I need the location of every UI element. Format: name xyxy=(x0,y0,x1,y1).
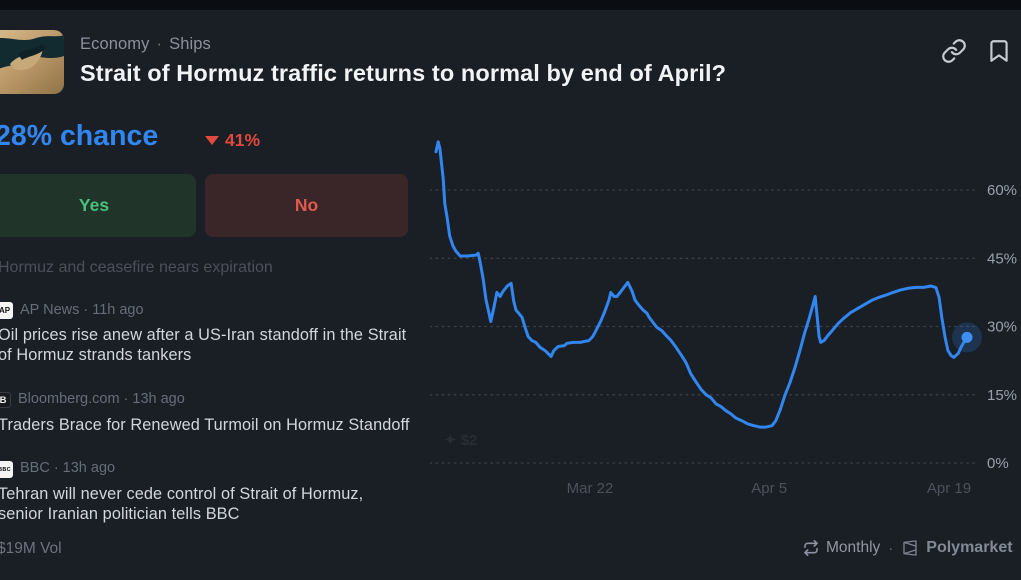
news-headline[interactable]: Oil prices rise anew after a US-Iran sta… xyxy=(0,326,407,364)
ap-news-logo: AP xyxy=(0,302,13,319)
svg-text:Apr 5: Apr 5 xyxy=(751,480,787,497)
breadcrumb-economy[interactable]: Economy xyxy=(80,35,150,53)
svg-text:45%: 45% xyxy=(987,250,1017,267)
meta-separator: · xyxy=(53,460,59,476)
news-time: 13h ago xyxy=(132,391,185,407)
top-edge-strip xyxy=(0,0,1021,10)
news-source: AP News xyxy=(20,302,80,318)
probability-chart: 60% 45% 30% 15% 0% Mar 22 Apr 5 Apr 19 ✦ $2 xyxy=(430,130,1021,510)
news-meta: Bloomberg.com · 13h ago xyxy=(18,391,185,407)
svg-text:Apr 19: Apr 19 xyxy=(927,480,971,497)
brand-name: Polymarket xyxy=(926,539,1013,556)
bloomberg-logo: B xyxy=(0,392,11,408)
svg-text:✦ $2: ✦ $2 xyxy=(444,432,477,449)
timeframe-label: Monthly xyxy=(826,539,881,556)
news-meta: BBC · 13h ago xyxy=(20,460,115,476)
chance-value: 28% chance xyxy=(0,120,159,152)
change-value: 41% xyxy=(225,130,261,150)
news-headline[interactable]: Tehran will never cede control of Strait… xyxy=(0,485,364,523)
breadcrumb: Economy · Ships xyxy=(80,35,211,54)
meta-separator: · xyxy=(123,391,129,407)
svg-text:30%: 30% xyxy=(987,319,1017,336)
bookmark-button[interactable] xyxy=(986,38,1012,64)
repeat-icon xyxy=(804,540,818,556)
timeframe-selector[interactable]: Monthly xyxy=(803,539,880,557)
change-indicator: 41% xyxy=(205,130,260,151)
breadcrumb-separator: · xyxy=(156,35,163,53)
page-title: Strait of Hormuz traffic returns to norm… xyxy=(80,60,727,86)
svg-text:60%: 60% xyxy=(987,182,1017,199)
svg-text:15%: 15% xyxy=(987,387,1017,404)
copy-link-button[interactable] xyxy=(941,38,967,64)
polymarket-logo xyxy=(903,540,917,556)
chart-footer: Monthly · Polymarket xyxy=(803,539,1013,557)
strait-of-hormuz-image xyxy=(0,30,64,94)
buy-no-button[interactable]: No xyxy=(205,174,408,237)
link-icon xyxy=(942,39,966,63)
buy-yes-button[interactable]: Yes xyxy=(0,174,196,237)
meta-separator: · xyxy=(83,302,89,318)
probability-chart-svg: 60% 45% 30% 15% 0% Mar 22 Apr 5 Apr 19 ✦ $2 xyxy=(430,140,1017,497)
svg-text:0%: 0% xyxy=(987,455,1009,472)
polymarket-brand-link[interactable]: Polymarket xyxy=(901,539,1013,557)
news-time: 11h ago xyxy=(92,302,144,318)
news-source: BBC xyxy=(20,460,50,476)
breadcrumb-ships[interactable]: Ships xyxy=(169,35,211,53)
news-source: Bloomberg.com xyxy=(18,391,120,407)
svg-text:Mar 22: Mar 22 xyxy=(567,480,614,497)
news-time: 13h ago xyxy=(62,460,116,476)
news-headline[interactable]: Traders Brace for Renewed Turmoil on Hor… xyxy=(0,416,410,434)
bbc-logo: BBC xyxy=(0,461,13,478)
caret-down-icon xyxy=(205,136,219,145)
news-meta: AP News · 11h ago xyxy=(20,302,144,318)
volume-label: $19M Vol xyxy=(0,540,62,557)
market-thumbnail xyxy=(0,30,64,94)
faded-headline-tail: Hormuz and ceasefire nears expiration xyxy=(0,259,273,276)
footer-separator: · xyxy=(888,539,894,557)
bookmark-icon xyxy=(990,40,1008,62)
